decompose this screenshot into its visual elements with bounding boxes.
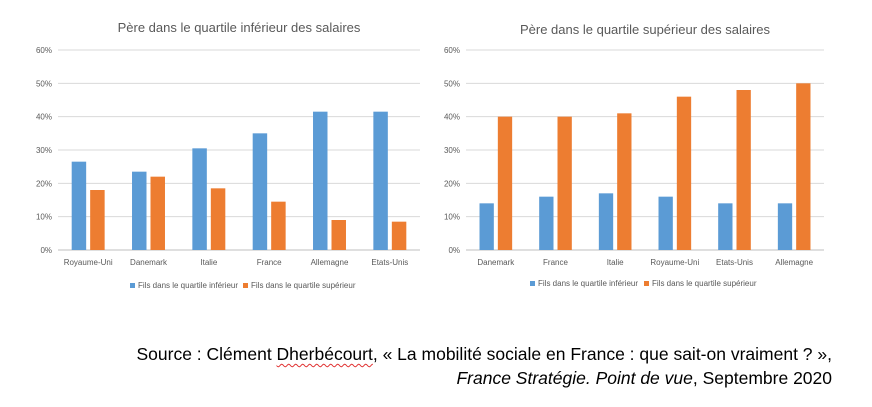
y-tick-label: 50% [444, 79, 460, 88]
source-date: , Septembre 2020 [692, 368, 832, 388]
bar-1 [192, 148, 207, 250]
chart-right: Père dans le quartile supérieur des sala… [444, 22, 824, 288]
bar-2 [796, 83, 811, 250]
bar-1 [313, 111, 328, 251]
legend-label: Fils dans le quartile inférieur [138, 281, 238, 290]
bar-1 [373, 111, 388, 251]
bar-2 [331, 220, 346, 250]
bar-2 [271, 201, 286, 250]
y-tick-label: 20% [444, 179, 460, 188]
category-label: Etats-Unis [371, 258, 408, 267]
bar-2 [497, 116, 513, 251]
y-tick-label: 40% [444, 113, 460, 122]
bar-1 [718, 203, 733, 250]
bar-1 [71, 161, 87, 250]
legend-swatch [644, 281, 649, 286]
bar-2 [617, 113, 632, 250]
y-tick-label: 30% [444, 146, 460, 155]
source-publication: France Stratégie. Point de vue [456, 368, 693, 388]
category-label: Danemark [477, 258, 515, 267]
y-tick-label: 40% [36, 113, 52, 122]
y-tick-label: 10% [444, 213, 460, 222]
category-label: Italie [200, 258, 217, 267]
y-tick-label: 20% [36, 179, 52, 188]
y-tick-label: 0% [448, 246, 460, 255]
y-tick-label: 10% [36, 213, 52, 222]
category-label: Allemagne [775, 258, 813, 267]
category-label: Danemark [130, 258, 168, 267]
bar-2 [150, 176, 165, 250]
bar-1 [777, 203, 793, 250]
source-author-surname: Dherbécourt [276, 344, 373, 364]
bar-1 [252, 133, 268, 250]
category-label: Italie [607, 258, 624, 267]
category-label: France [543, 258, 568, 267]
source-citation-line2: France Stratégie. Point de vue, Septembr… [0, 366, 832, 390]
y-tick-label: 60% [36, 46, 52, 55]
source-citation-line1: Source : Clément Dherbécourt, « La mobil… [0, 342, 832, 366]
bar-2 [391, 221, 407, 250]
chart-title: Père dans le quartile inférieur des sala… [118, 20, 361, 35]
bar-1 [132, 171, 147, 250]
bar-1 [658, 196, 673, 250]
y-tick-label: 50% [36, 79, 52, 88]
legend-swatch [243, 283, 248, 288]
category-label: France [257, 258, 282, 267]
y-tick-label: 60% [444, 46, 460, 55]
bar-2 [90, 190, 105, 250]
legend-swatch [130, 283, 135, 288]
chart-title: Père dans le quartile supérieur des sala… [520, 22, 771, 37]
chart-left: Père dans le quartile inférieur des sala… [36, 20, 420, 290]
category-label: Royaume-Uni [650, 258, 699, 267]
bar-2 [210, 188, 226, 250]
category-label: Etats-Unis [716, 258, 753, 267]
category-label: Royaume-Uni [64, 258, 113, 267]
bar-1 [598, 193, 614, 250]
bar-2 [736, 90, 751, 250]
legend-label: Fils dans le quartile supérieur [251, 281, 356, 290]
bar-1 [479, 203, 494, 250]
bar-2 [676, 96, 692, 251]
source-prefix: Source : Clément [136, 344, 277, 364]
category-label: Allemagne [311, 258, 349, 267]
legend-swatch [530, 281, 535, 286]
source-title: , « La mobilité sociale en France : que … [372, 344, 832, 364]
y-tick-label: 0% [40, 246, 52, 255]
y-tick-label: 30% [36, 146, 52, 155]
bar-2 [557, 116, 572, 251]
legend-label: Fils dans le quartile inférieur [538, 279, 638, 288]
bar-1 [539, 196, 554, 250]
legend-label: Fils dans le quartile supérieur [652, 279, 757, 288]
